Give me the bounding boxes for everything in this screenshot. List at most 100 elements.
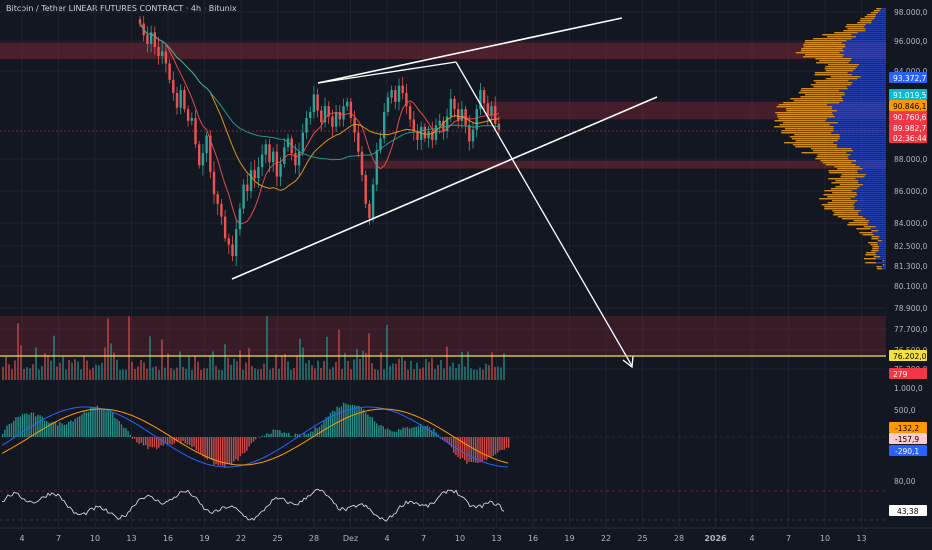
volume-bar bbox=[170, 368, 172, 380]
volume-profile-bar bbox=[843, 54, 886, 56]
moving-average-line bbox=[139, 23, 499, 161]
volume-profile-bar bbox=[832, 192, 857, 194]
macd-histogram-bar bbox=[448, 437, 450, 445]
volume-profile-bar bbox=[837, 216, 863, 218]
volume-profile-bar bbox=[801, 152, 847, 154]
volume-bar bbox=[266, 316, 268, 380]
macd-histogram-bar bbox=[281, 432, 283, 437]
volume-profile-bar bbox=[819, 198, 851, 200]
candle-body bbox=[338, 112, 341, 120]
macd-histogram-bar bbox=[356, 405, 358, 437]
price-axis-tick: 77.700,0 bbox=[894, 325, 928, 334]
macd-histogram-bar bbox=[204, 437, 206, 459]
date-axis-tick: 7 bbox=[56, 534, 61, 543]
volume-profile-bar bbox=[850, 198, 886, 200]
macd-histogram-bar bbox=[90, 407, 92, 437]
volume-profile-bar bbox=[875, 252, 886, 254]
volume-bar bbox=[290, 369, 292, 380]
volume-profile-bar bbox=[873, 234, 886, 236]
volume-bar bbox=[11, 369, 13, 380]
date-axis[interactable]: 4 7 10 13 16 19 22 25 28 Dez 4 7 10 13 16 19 22 25 28 2026 4… bbox=[0, 527, 932, 543]
volume-bar bbox=[233, 358, 235, 380]
volume-profile-bar bbox=[832, 106, 886, 108]
macd-histogram-bar bbox=[125, 428, 127, 437]
volume-bar bbox=[200, 369, 202, 380]
macd-histogram-bar bbox=[57, 425, 59, 437]
volume-bar bbox=[497, 366, 499, 380]
volume-profile-bar bbox=[800, 96, 842, 98]
date-axis-tick: 19 bbox=[564, 534, 574, 543]
volume-profile-bar bbox=[804, 94, 845, 96]
volume-bar bbox=[308, 360, 310, 380]
candle-body bbox=[453, 98, 456, 110]
candle-body bbox=[349, 101, 353, 118]
volume-profile-bar bbox=[781, 132, 831, 134]
volume-profile-bar bbox=[844, 94, 886, 96]
volume-bar bbox=[437, 365, 439, 380]
macd-histogram-bar bbox=[230, 437, 233, 465]
volume-bar bbox=[242, 369, 244, 380]
macd-histogram-bar bbox=[481, 437, 483, 462]
macd-histogram-bar bbox=[15, 417, 17, 437]
volume-bar bbox=[59, 362, 61, 380]
volume-bar bbox=[17, 323, 19, 380]
price-axis-tick: 96.000,0 bbox=[894, 37, 928, 46]
macd-histogram-bar bbox=[316, 428, 318, 437]
volume-profile-bar bbox=[851, 34, 886, 36]
volume-profile-bar bbox=[871, 230, 879, 232]
volume-profile-bar bbox=[824, 190, 853, 192]
date-axis-tick: 22 bbox=[236, 534, 246, 543]
volume-bar bbox=[65, 369, 67, 380]
volume-bar bbox=[284, 353, 286, 380]
date-axis-tick: 22 bbox=[601, 534, 611, 543]
candle-body bbox=[168, 63, 171, 80]
volume-zone bbox=[0, 316, 886, 356]
candle-body bbox=[161, 51, 164, 56]
candle-body bbox=[468, 125, 471, 142]
volume-profile-bar bbox=[778, 104, 827, 106]
candle-body bbox=[194, 117, 197, 145]
macd-histogram-bar bbox=[94, 406, 96, 437]
macd-histogram-bar bbox=[24, 413, 26, 437]
volume-profile-bar bbox=[834, 32, 858, 34]
volume-bar bbox=[95, 364, 97, 380]
volume-bar bbox=[413, 369, 415, 380]
candle-body bbox=[423, 126, 427, 139]
volume-bar bbox=[389, 365, 391, 380]
volume-profile-bar bbox=[782, 122, 839, 124]
volume-profile-bar bbox=[824, 68, 856, 70]
volume-bar bbox=[272, 367, 274, 380]
volume-profile-bar bbox=[855, 164, 886, 166]
price-badge-label: 279 bbox=[893, 370, 908, 379]
volume-profile-bar bbox=[852, 82, 886, 84]
volume-profile-bar bbox=[851, 58, 886, 60]
volume-profile-bar bbox=[840, 176, 865, 178]
volume-profile-bar bbox=[845, 26, 864, 28]
volume-bar bbox=[326, 336, 328, 380]
macd-histogram-bar bbox=[336, 406, 338, 437]
rsi-axis-tick: 80,00 bbox=[894, 477, 916, 486]
volume-profile-bar bbox=[804, 42, 842, 44]
volume-profile-bar bbox=[819, 60, 851, 62]
volume-profile-bar bbox=[836, 146, 886, 148]
macd-histogram-bar bbox=[365, 412, 367, 437]
date-axis-tick: 13 bbox=[126, 534, 136, 543]
candle-body bbox=[323, 106, 327, 123]
volume-profile-bar bbox=[855, 202, 886, 204]
volume-profile-bar bbox=[839, 90, 886, 92]
price-axis[interactable]: 98.000,0 96.000,0 94.000,0 88.000,0 86.000,0… bbox=[886, 0, 932, 550]
date-axis-tick: 4 bbox=[19, 534, 24, 543]
volume-bar bbox=[374, 369, 376, 380]
candle-body bbox=[386, 97, 390, 113]
volume-bar bbox=[383, 369, 385, 380]
volume-bar bbox=[467, 351, 469, 380]
macd-histogram-bar bbox=[219, 437, 222, 466]
volume-profile-bar bbox=[874, 18, 886, 20]
volume-bar bbox=[134, 369, 136, 380]
date-axis-tick: 13 bbox=[856, 534, 866, 543]
macd-histogram-bar bbox=[371, 417, 373, 437]
candle-body bbox=[216, 194, 219, 204]
volume-profile-bar bbox=[871, 22, 886, 24]
date-axis-tick: 13 bbox=[491, 534, 501, 543]
